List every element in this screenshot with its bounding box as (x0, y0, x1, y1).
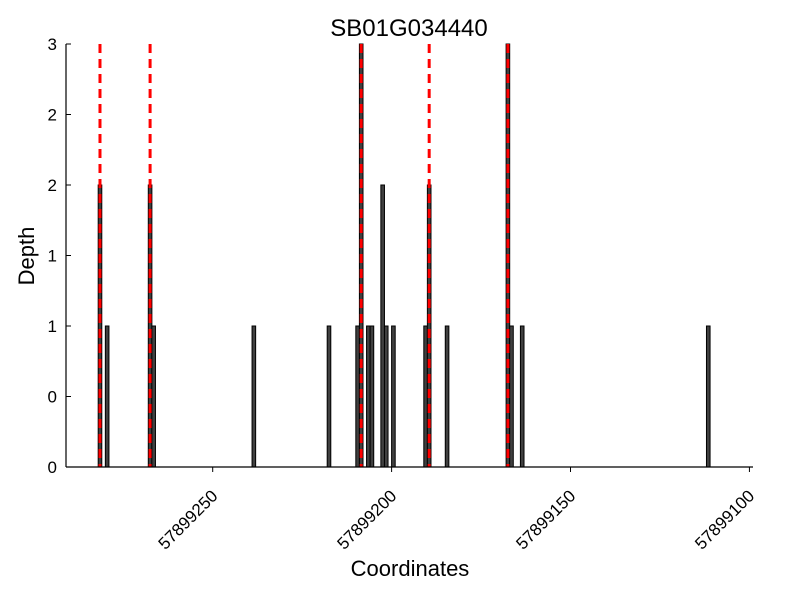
x-tick-label: 57899100 (691, 486, 758, 553)
depth-bar (705, 325, 711, 468)
bars-layer (97, 43, 711, 468)
depth-bar (380, 184, 385, 468)
depth-bar (104, 325, 110, 468)
x-tick-label: 57899200 (334, 486, 401, 553)
y-tick-label: 1 (48, 247, 57, 266)
depth-bar (383, 325, 389, 468)
y-tick-label: 0 (48, 458, 57, 477)
y-axis-label: Depth (14, 227, 39, 286)
depth-bar (251, 325, 257, 468)
depth-bar (519, 325, 525, 468)
depth-bar (366, 325, 371, 468)
y-tick-label: 3 (48, 35, 57, 54)
y-tick-label: 2 (48, 176, 57, 195)
markers-layer (98, 44, 510, 467)
depth-bar (391, 325, 396, 468)
x-axis-label: Coordinates (351, 556, 470, 581)
depth-bar (444, 325, 450, 468)
depth-bar (369, 325, 375, 468)
depth-bar (423, 325, 428, 468)
depth-bar (151, 325, 156, 468)
depth-bar (509, 325, 514, 468)
y-tick-label: 2 (48, 106, 57, 125)
x-tick-label: 57899150 (512, 486, 579, 553)
y-tick-label: 1 (48, 317, 57, 336)
depth-bar (355, 325, 360, 468)
ticks-layer: 0 0 1 1 2 2 3 57899250 57899200 57899150 57899100 (48, 35, 759, 553)
chart-title: SB01G034440 (330, 15, 487, 42)
axes-layer (65, 44, 753, 468)
depth-bar (326, 325, 332, 468)
x-tick-label: 57899250 (155, 486, 222, 553)
y-tick-label: 0 (48, 388, 57, 407)
